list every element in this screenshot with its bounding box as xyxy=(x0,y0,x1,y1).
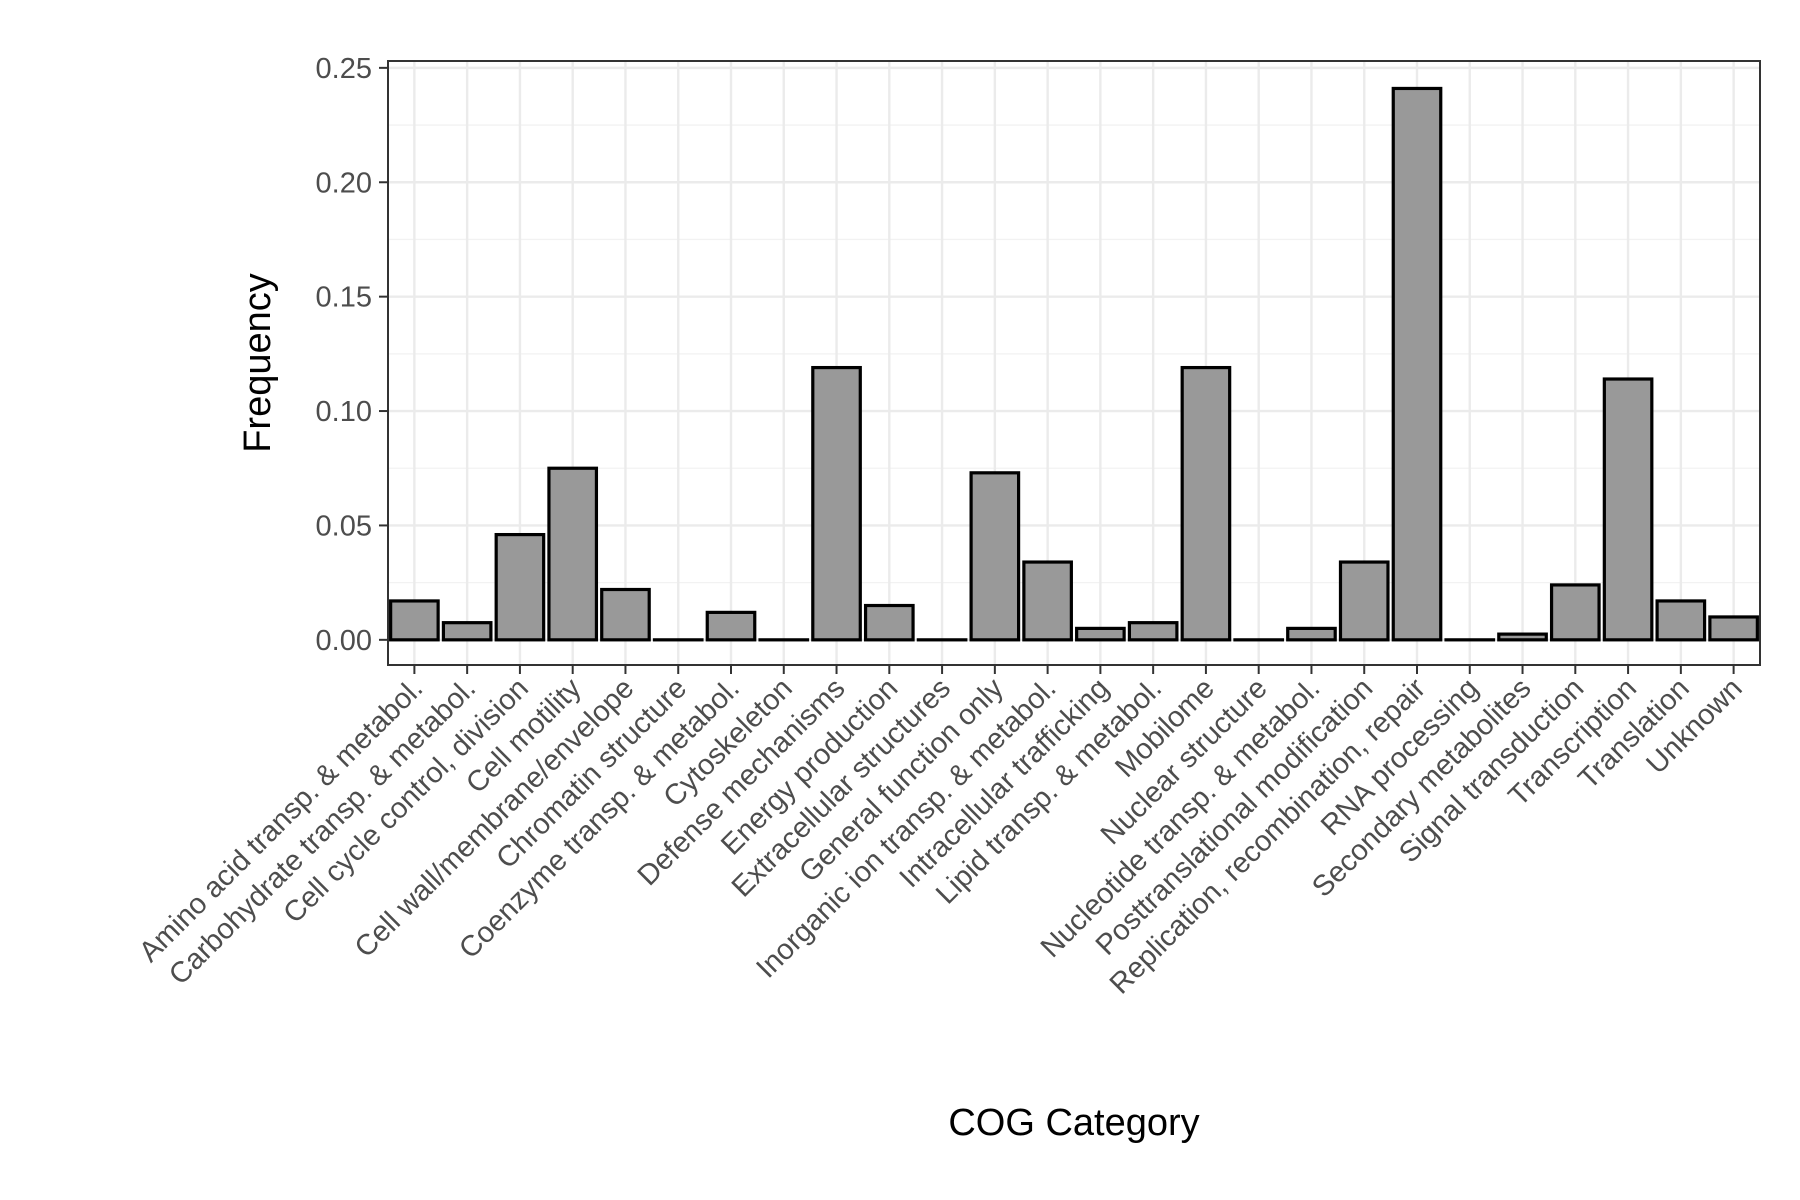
bar xyxy=(1497,632,1548,642)
bar xyxy=(1708,615,1759,642)
bar xyxy=(1602,377,1654,642)
bar xyxy=(600,587,651,642)
bar xyxy=(1180,365,1232,642)
bar xyxy=(863,603,915,642)
bar xyxy=(705,610,757,642)
bar xyxy=(389,599,440,642)
bar xyxy=(494,532,546,642)
bars xyxy=(389,86,1759,642)
bar xyxy=(1391,86,1443,642)
panel-border xyxy=(387,60,1761,666)
y-tick-label: 0.05 xyxy=(316,510,372,542)
y-tick-label: 0.00 xyxy=(316,625,372,657)
bar xyxy=(1022,560,1073,642)
bar xyxy=(547,466,599,642)
y-tick-label: 0.10 xyxy=(316,396,372,428)
y-tick-label: 0.15 xyxy=(316,282,372,314)
bar xyxy=(1338,560,1390,642)
bar xyxy=(1127,621,1179,642)
y-tick-label: 0.20 xyxy=(316,167,372,199)
y-tick-label: 0.25 xyxy=(316,53,372,85)
bar xyxy=(441,621,493,642)
y-axis-title: Frequency xyxy=(237,273,279,453)
y-axis: 0.00 0.05 0.10 0.15 0.20 0.25 xyxy=(316,53,388,657)
bar xyxy=(1655,599,1707,642)
bar xyxy=(1549,583,1601,642)
bar xyxy=(969,471,1021,642)
bar xyxy=(1075,626,1126,642)
x-axis-title: COG Category xyxy=(948,1102,1199,1144)
bar xyxy=(811,365,862,642)
bar xyxy=(1286,626,1337,642)
